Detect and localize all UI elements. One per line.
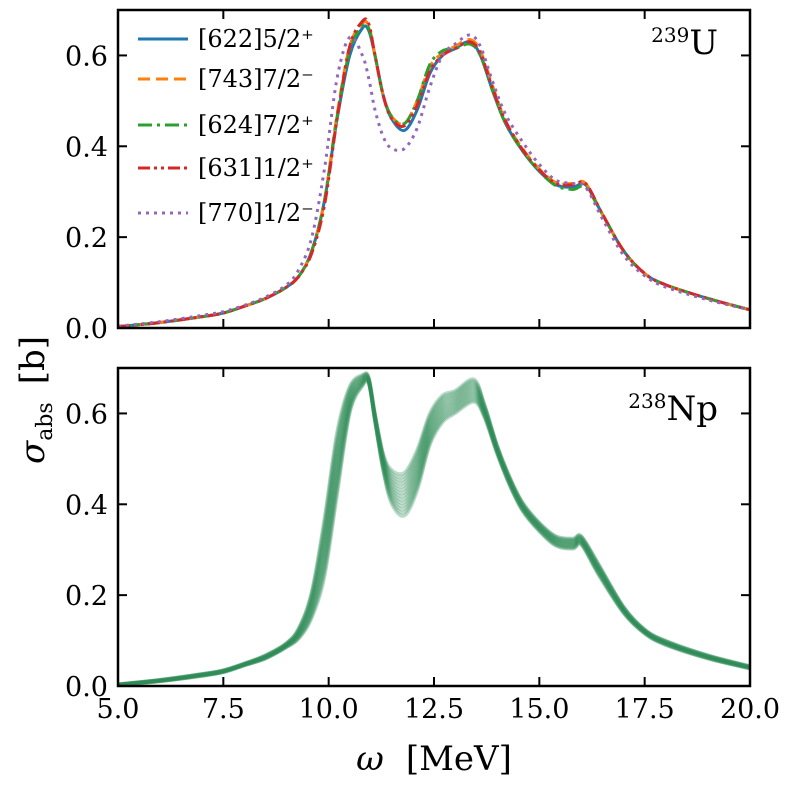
y-tick-label-0: 0.0 [65, 672, 108, 703]
legend-label-0: [622]5/2⁺ [198, 25, 314, 53]
x-axis-symbol: ω [356, 739, 384, 779]
x-tick-label-5: 17.5 [615, 694, 675, 725]
legend-label-4: [770]1/2⁻ [198, 199, 314, 227]
y-tick-label-0: 0.0 [65, 314, 108, 345]
x-axis-unit: [MeV] [406, 739, 512, 779]
ensemble-curve-11 [118, 372, 750, 686]
x-tick-label-0: 5.0 [97, 694, 140, 725]
top-isotope-mass: 239 [651, 23, 689, 47]
x-axis-label: ω [MeV] [356, 739, 512, 779]
x-tick-label-4: 15.0 [509, 694, 569, 725]
ensemble-curve-6 [118, 375, 750, 686]
y-tick-label-3: 0.6 [65, 399, 108, 430]
top-legend: [622]5/2⁺ [743]7/2⁻ [624]7/2⁺ [631]1/2⁺ … [138, 25, 314, 227]
ensemble-curve-2 [118, 377, 750, 686]
y-axis-subscript: abs [33, 402, 58, 441]
ensemble-curve-13 [118, 371, 750, 686]
series-line-3 [118, 17, 750, 328]
top-isotope-label: 239U [651, 23, 718, 63]
y-axis-symbol: σ [13, 440, 53, 464]
legend-label-3: [631]1/2⁺ [198, 154, 314, 182]
x-tick-label-6: 20.0 [720, 694, 780, 725]
ensemble-curve-7 [118, 374, 750, 686]
ensemble-curve-10 [118, 373, 750, 686]
y-tick-label-2: 0.4 [65, 132, 108, 163]
top-ticks: 0.0 0.2 0.4 0.6 [65, 10, 751, 345]
y-axis-label-group: σabs [b] [13, 336, 58, 464]
ensemble-curve-5 [118, 376, 750, 686]
bottom-series-group [118, 371, 750, 686]
ensemble-curve-8 [118, 374, 750, 686]
legend-label-1: [743]7/2⁻ [198, 65, 314, 93]
bottom-panel: 5.0 7.5 10.0 12.5 15.0 17.5 20.0 0.0 0.2 0.4 0.6 2… [65, 366, 780, 725]
ensemble-curve-3 [118, 377, 750, 686]
series-line-4 [118, 33, 750, 328]
top-isotope-element: U [689, 23, 718, 63]
ensemble-curve-1 [118, 378, 750, 686]
bottom-isotope-label: 238Np [628, 389, 718, 429]
top-panel: 0.0 0.2 0.4 0.6 [622]5/2⁺ [743]7/2⁻ [624]7/… [65, 8, 752, 345]
ensemble-curve-12 [118, 371, 750, 686]
bottom-isotope-element: Np [666, 389, 718, 429]
y-axis-unit: [b] [13, 336, 53, 384]
ensemble-curve-4 [118, 376, 750, 686]
y-tick-label-1: 0.2 [65, 223, 108, 254]
bottom-ticks: 5.0 7.5 10.0 12.5 15.0 17.5 20.0 0.0 0.2 0.4 0.6 [65, 368, 780, 725]
legend-label-2: [624]7/2⁺ [198, 111, 314, 139]
y-tick-label-2: 0.4 [65, 490, 108, 521]
ensemble-curve-9 [118, 373, 750, 686]
x-tick-label-2: 10.0 [299, 694, 359, 725]
ensemble-curve-0 [118, 378, 750, 686]
x-tick-label-3: 12.5 [404, 694, 464, 725]
bottom-isotope-mass: 238 [628, 389, 666, 413]
top-series-group [118, 17, 750, 328]
y-tick-label-3: 0.6 [65, 41, 108, 72]
x-tick-label-1: 7.5 [202, 694, 245, 725]
y-tick-label-1: 0.2 [65, 581, 108, 612]
y-axis-label: σabs [b] [13, 336, 58, 464]
